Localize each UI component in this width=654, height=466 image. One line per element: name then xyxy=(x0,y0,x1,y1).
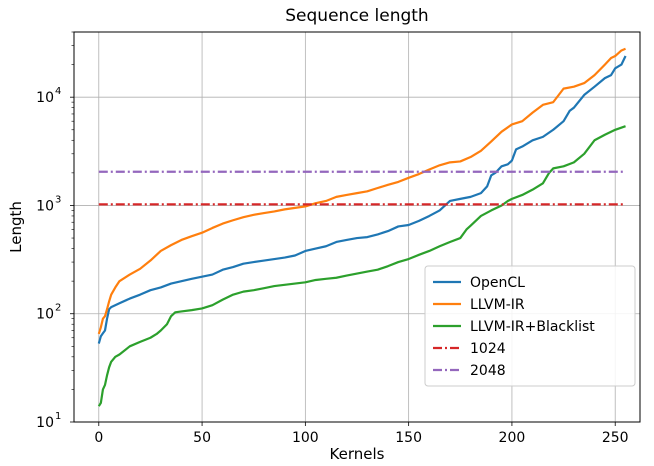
series-line-llvm-ir xyxy=(97,47,626,335)
y-tick-exponent: 1 xyxy=(55,411,61,422)
series-line-llvm-ir-blacklist xyxy=(97,125,626,407)
legend-box xyxy=(424,265,636,387)
y-tick-label: 10 xyxy=(36,415,54,431)
x-axis-label: Kernels xyxy=(330,445,385,463)
series-line-opencl xyxy=(97,55,627,344)
legend-entry: 1024 xyxy=(470,341,506,357)
legend-entry: OpenCL xyxy=(470,275,525,291)
y-axis-label: Length xyxy=(7,201,25,253)
chart-title: Sequence length xyxy=(285,6,428,26)
y-tick-exponent: 4 xyxy=(55,86,61,97)
plot-frame xyxy=(73,31,641,423)
y-tick-label: 10 xyxy=(36,307,54,323)
x-tick-label: 250 xyxy=(602,430,629,446)
series-lines xyxy=(97,47,627,407)
legend-entry: 2048 xyxy=(470,363,506,379)
x-tick-label: 150 xyxy=(395,430,422,446)
legend-entry: LLVM-IR xyxy=(470,297,525,313)
x-tick-label: 50 xyxy=(193,430,211,446)
legend: OpenCL LLVM-IR LLVM-IR+Blacklist 1024 2048 xyxy=(424,265,636,387)
x-tick-label: 200 xyxy=(499,430,526,446)
y-tick-exponent: 2 xyxy=(55,303,61,314)
x-tick-label: 0 xyxy=(94,430,103,446)
y-tick-label: 10 xyxy=(36,90,54,106)
legend-entry: LLVM-IR+Blacklist xyxy=(470,319,595,335)
y-tick-label: 10 xyxy=(36,198,54,214)
y-tick-exponent: 3 xyxy=(55,194,61,205)
x-tick-label: 100 xyxy=(292,430,319,446)
